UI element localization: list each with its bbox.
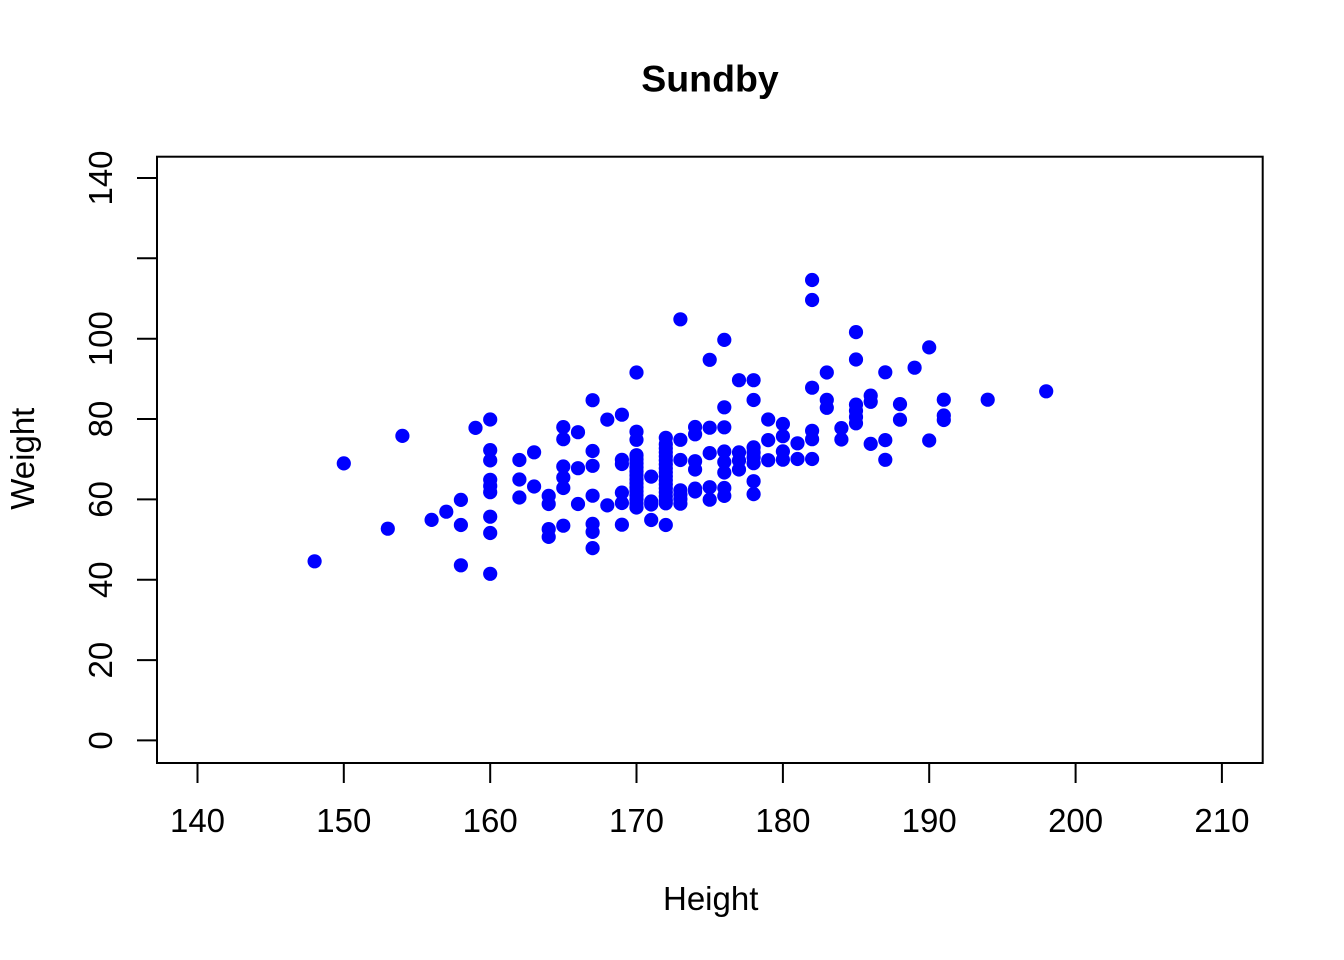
svg-text:0: 0	[82, 731, 119, 749]
svg-text:100: 100	[82, 311, 119, 366]
svg-text:Height: Height	[663, 880, 758, 917]
svg-text:170: 170	[609, 802, 664, 839]
svg-text:Weight: Weight	[4, 408, 41, 510]
svg-text:60: 60	[82, 481, 119, 518]
svg-text:160: 160	[463, 802, 518, 839]
svg-text:Sundby: Sundby	[641, 58, 779, 100]
svg-text:180: 180	[755, 802, 810, 839]
svg-text:140: 140	[170, 802, 225, 839]
svg-text:150: 150	[316, 802, 371, 839]
svg-text:140: 140	[82, 150, 119, 205]
svg-text:190: 190	[902, 802, 957, 839]
svg-text:210: 210	[1194, 802, 1249, 839]
svg-text:80: 80	[82, 401, 119, 438]
svg-text:40: 40	[82, 561, 119, 598]
svg-text:200: 200	[1048, 802, 1103, 839]
svg-text:20: 20	[82, 642, 119, 679]
